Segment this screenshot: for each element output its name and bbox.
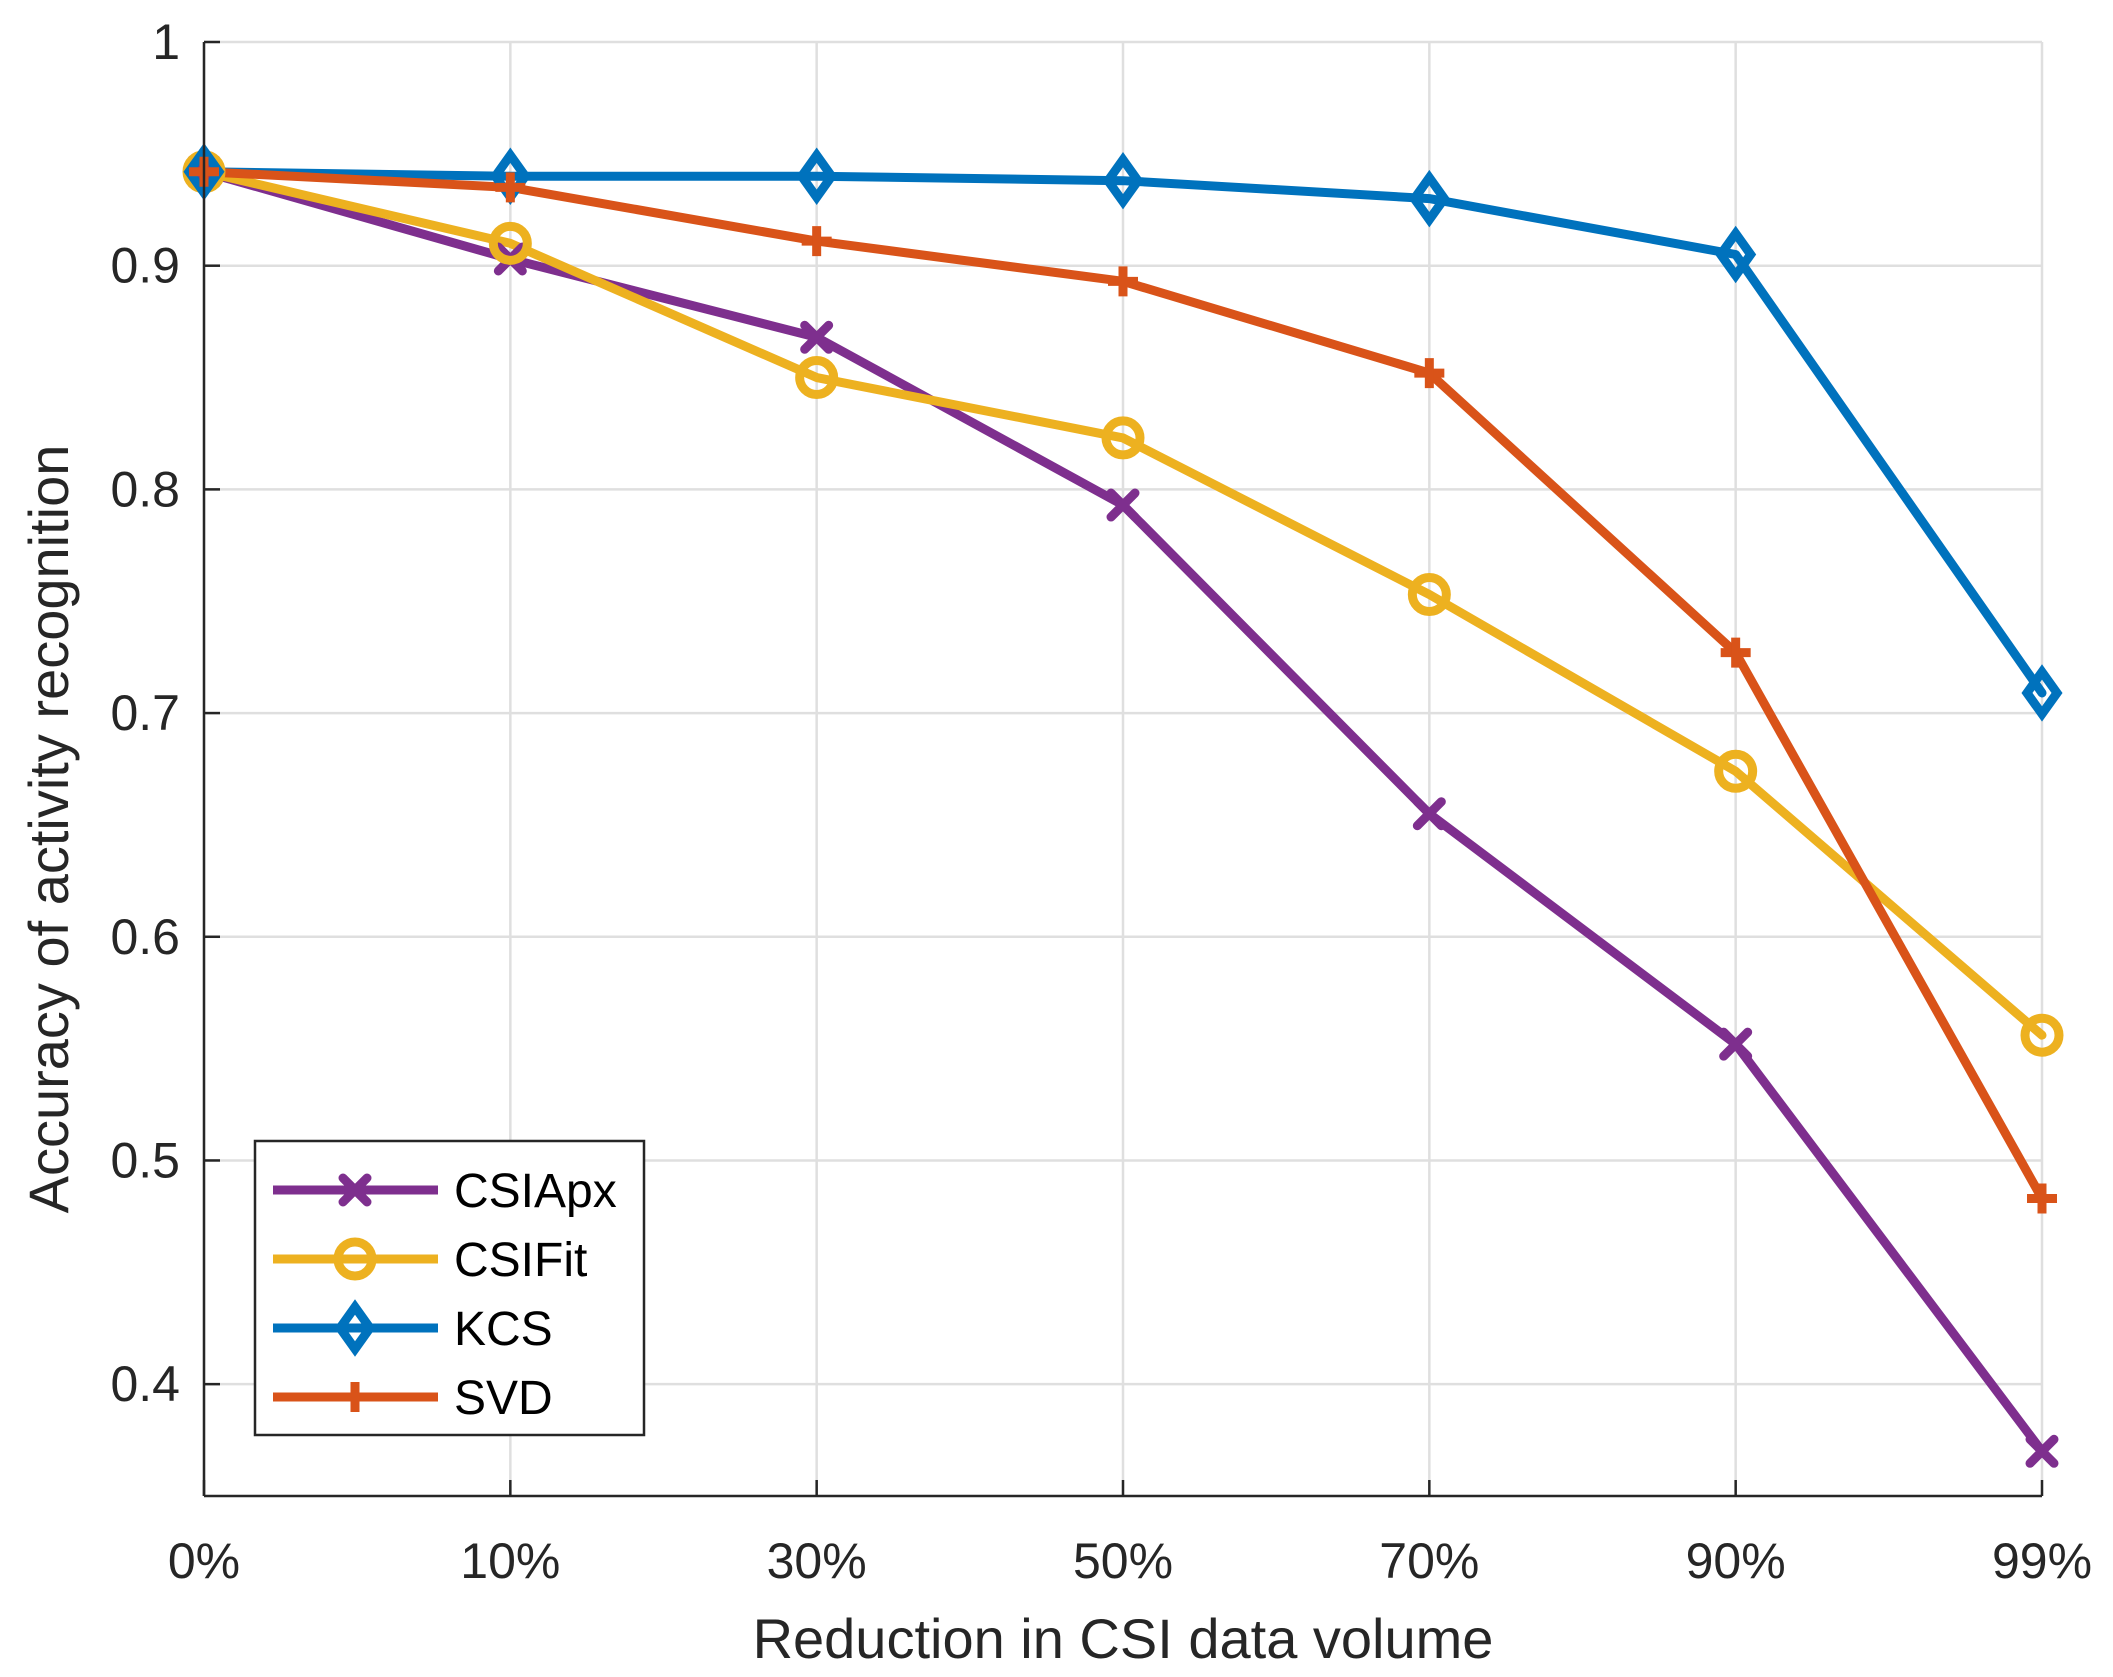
y-tick-label: 0.4 (110, 1356, 180, 1412)
data-point-csifit (1101, 416, 1145, 460)
legend-item-svd: SVD (273, 1372, 553, 1425)
y-tick-label: 0.7 (110, 685, 180, 741)
data-point-svd (1108, 266, 1138, 297)
data-point-kcs (1408, 169, 1450, 228)
legend-label-csiapx: CSIApx (454, 1165, 617, 1218)
legend: CSIApx CSIFit KCS SVD (253, 1139, 646, 1437)
y-tick-label: 1 (152, 14, 180, 70)
data-point-csifit (795, 356, 839, 400)
data-point-svd (2027, 1183, 2057, 1214)
data-point-csiapx (1719, 1027, 1753, 1061)
data-point-csifit (1714, 749, 1758, 793)
data-point-kcs (2021, 664, 2063, 722)
data-point-csifit (1407, 573, 1451, 617)
data-point-csifit (488, 221, 532, 265)
data-point-csiapx (2025, 1434, 2059, 1468)
legend-marker-svd (340, 1382, 370, 1412)
data-point-kcs (1715, 225, 1757, 284)
y-axis-label: Accuracy of activity recognition (17, 445, 80, 1214)
y-tick-label: 0.6 (110, 909, 180, 965)
legend-item-csifit: CSIFit (273, 1234, 587, 1287)
data-point-svd (495, 172, 526, 203)
data-point-kcs (796, 147, 838, 205)
data-point-csiapx (800, 320, 834, 354)
legend-label-kcs: KCS (454, 1303, 553, 1356)
data-point-svd (801, 226, 832, 257)
data-point-csiapx (1106, 488, 1140, 522)
series-line-csifit (199, 167, 2047, 1040)
legend-marker-csiapx (338, 1173, 372, 1207)
axes (202, 40, 2044, 1498)
data-point-svd (1720, 637, 1751, 668)
y-tick-label: 0.5 (110, 1132, 180, 1188)
x-tick-label: 50% (1073, 1533, 1173, 1589)
legend-item-kcs: KCS (273, 1299, 553, 1357)
x-tick-label: 70% (1379, 1533, 1479, 1589)
tick-labels: 0% 10% 30% 50% 70% 90% 99% 0.4 0.5 0.6 0.7 0.8 0.9 1 (110, 14, 2092, 1589)
x-tick-label: 99% (1992, 1533, 2092, 1589)
data-point-svd (1414, 358, 1445, 389)
legend-item-csiapx: CSIApx (273, 1165, 617, 1218)
legend-marker-csifit (333, 1237, 377, 1281)
x-tick-label: 10% (460, 1533, 560, 1589)
legend-marker-kcs (334, 1299, 376, 1357)
x-tick-label: 30% (767, 1533, 867, 1589)
legend-label-svd: SVD (454, 1372, 553, 1425)
legend-label-csifit: CSIFit (454, 1234, 587, 1287)
y-tick-label: 0.8 (110, 461, 180, 517)
x-tick-label: 0% (168, 1533, 240, 1589)
x-axis-label: Reduction in CSI data volume (753, 1607, 1494, 1670)
data-point-csiapx (1412, 797, 1446, 831)
y-tick-label: 0.9 (110, 238, 180, 294)
data-point-kcs (1102, 151, 1144, 210)
data-point-csifit (2020, 1013, 2064, 1057)
x-tick-label: 90% (1686, 1533, 1786, 1589)
